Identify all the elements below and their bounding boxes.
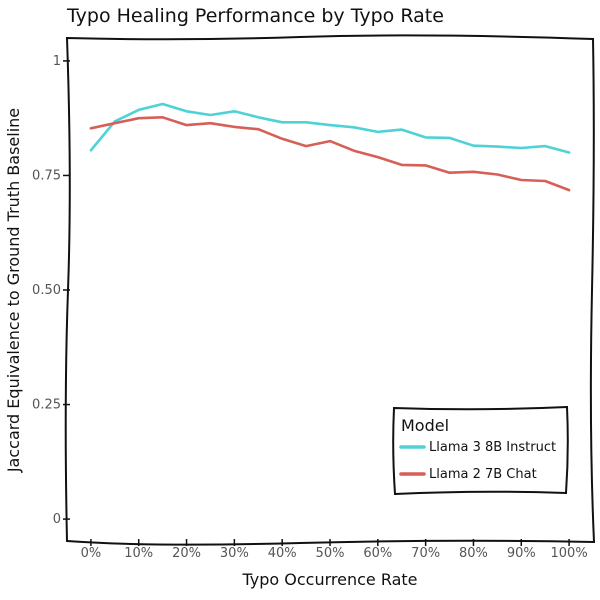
y-tick-label: 1 [53, 54, 61, 69]
x-axis-label: Typo Occurrence Rate [241, 570, 417, 589]
x-tick-label: 30% [220, 546, 249, 561]
legend-box [392, 405, 569, 496]
y-tick-label: 0 [53, 512, 61, 527]
legend: Model Llama 3 8B Instruct Llama 2 7B Chat [392, 405, 569, 496]
x-tick-label: 10% [124, 546, 153, 561]
x-tick-label: 60% [363, 546, 392, 561]
y-axis: 0 0.25 0.50 0.75 1 [32, 54, 70, 527]
x-tick-label: 80% [459, 546, 488, 561]
plot-frame [64, 34, 596, 546]
x-tick-label: 70% [411, 546, 440, 561]
x-axis: 0% 10% 20% 30% 40% 50% 60% 70% 80% 90% 100% [81, 539, 588, 561]
series-layer [89, 102, 571, 192]
legend-label-1: Llama 3 8B Instruct [429, 440, 556, 455]
legend-label-2: Llama 2 7B Chat [429, 467, 537, 482]
x-tick-label: 90% [507, 546, 536, 561]
x-tick-label: 40% [268, 546, 297, 561]
x-tick-label: 20% [172, 546, 201, 561]
y-axis-label: Jaccard Equivalence to Ground Truth Base… [4, 108, 23, 473]
y-tick-label: 0.75 [32, 168, 61, 183]
chart-title: Typo Healing Performance by Typo Rate [66, 5, 444, 27]
x-tick-label: 0% [81, 546, 102, 561]
x-tick-label: 100% [551, 546, 588, 561]
series-line-1 [89, 102, 571, 154]
legend-title: Model [401, 416, 449, 435]
y-tick-label: 0.25 [32, 398, 61, 413]
series-line-2 [89, 116, 571, 192]
legend-entries: Llama 3 8B Instruct Llama 2 7B Chat [399, 440, 556, 482]
y-tick-label: 0.50 [32, 283, 61, 298]
x-tick-label: 50% [316, 546, 345, 561]
